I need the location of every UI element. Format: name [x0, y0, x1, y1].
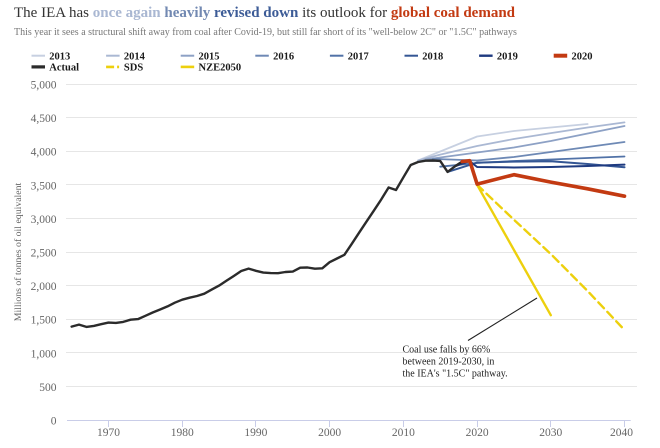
svg-text:3,500: 3,500	[31, 180, 57, 192]
svg-text:2000: 2000	[318, 427, 341, 439]
svg-text:NZE2050: NZE2050	[199, 62, 242, 73]
svg-text:2017: 2017	[348, 51, 369, 62]
svg-text:2020: 2020	[572, 51, 593, 62]
svg-text:SDS: SDS	[124, 62, 143, 73]
svg-text:Millions of tonnes of oil equi: Millions of tonnes of oil equivalent	[13, 182, 24, 321]
svg-text:2,500: 2,500	[31, 248, 57, 260]
svg-text:2019: 2019	[497, 51, 518, 62]
svg-text:3,000: 3,000	[31, 214, 57, 226]
svg-text:2,000: 2,000	[31, 281, 57, 293]
svg-text:4,000: 4,000	[31, 147, 57, 159]
svg-text:0: 0	[51, 416, 57, 428]
svg-text:500: 500	[39, 382, 57, 394]
svg-text:2015: 2015	[199, 51, 220, 62]
svg-text:1,500: 1,500	[31, 315, 57, 327]
svg-text:4,500: 4,500	[31, 113, 57, 125]
svg-text:Coal use falls by 66%: Coal use falls by 66%	[403, 345, 491, 356]
svg-text:2040: 2040	[610, 427, 633, 439]
svg-text:Actual: Actual	[49, 62, 79, 73]
svg-text:2013: 2013	[49, 51, 70, 62]
svg-text:between 2019-2030, in: between 2019-2030, in	[403, 357, 495, 368]
svg-text:2016: 2016	[273, 51, 294, 62]
svg-text:5,000: 5,000	[31, 80, 57, 92]
svg-text:2014: 2014	[124, 51, 146, 62]
svg-text:2030: 2030	[539, 427, 562, 439]
svg-text:1,000: 1,000	[31, 348, 57, 360]
svg-text:1970: 1970	[97, 427, 120, 439]
svg-text:1980: 1980	[171, 427, 194, 439]
svg-text:the IEA's "1.5C" pathway.: the IEA's "1.5C" pathway.	[403, 369, 508, 380]
svg-text:2020: 2020	[466, 427, 489, 439]
svg-text:1990: 1990	[244, 427, 267, 439]
svg-text:2010: 2010	[392, 427, 415, 439]
svg-text:2018: 2018	[422, 51, 443, 62]
